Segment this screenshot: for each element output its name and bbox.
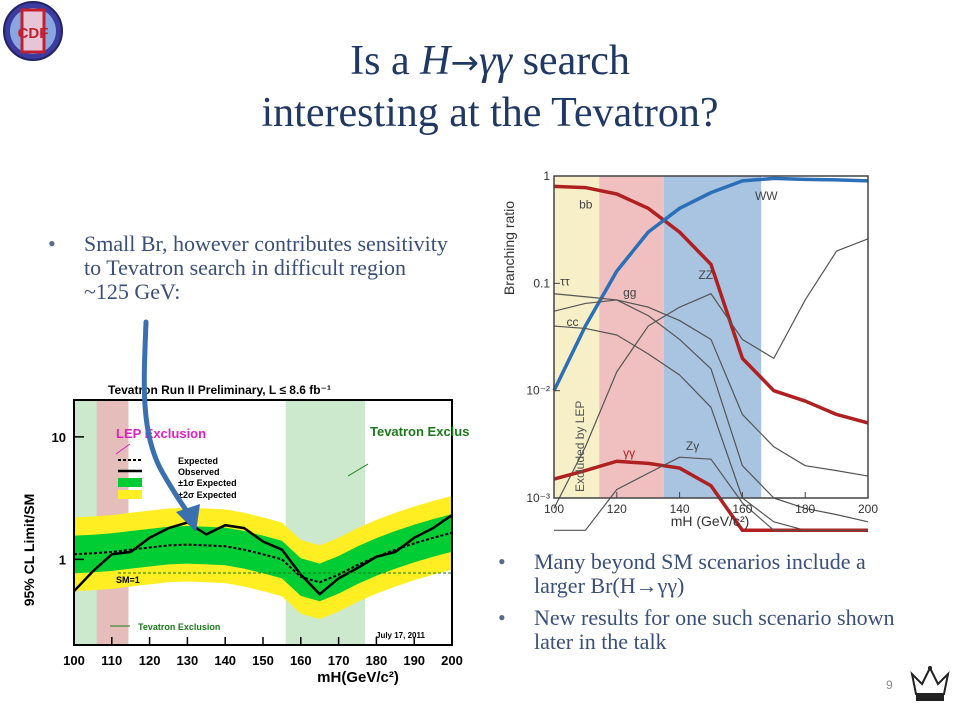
br-x-tick-label: 120 [607,502,627,516]
br-x-tick-label: 160 [732,502,752,516]
page-number: 9 [886,678,893,692]
br-bb-line [553,184,869,425]
branching-ratio-chart: bb WW ττ gg ZZ cc γγ Zγ 100 120 140 160 180 200 1 0.1 1… [501,169,878,532]
limit-x-tick-label: 110 [101,653,122,668]
limit-chart-title: Tevatron Run II Preliminary, L ≤ 8.6 fb⁻… [108,383,331,397]
limit-x-tick-label: 140 [214,653,236,668]
br-Zγ-line [554,456,868,531]
br-y-tick-label: 0.1 [533,276,550,290]
br-WW-line [552,176,869,392]
br-x-axis-label: mH (GeV/c²) [671,513,750,529]
annotation-sm1: SM=1 [116,575,140,585]
legend-1sigma: ±1σ Expected [178,478,237,488]
right-bullet-2: New results for one such scenario shown … [498,606,918,654]
lep-excluded-region [554,176,600,498]
limit-x-tick-label: 190 [403,653,425,668]
legend-2sigma: ±2σ Expected [178,490,237,500]
title-part2: search [512,38,630,84]
limit-x-axis-label: mH(GeV/c²) [317,669,399,686]
limit-x-tick-label: 170 [328,653,350,668]
br-frame [553,175,869,499]
left-bullet-1: Small Br, however contributes sensitivit… [48,232,448,304]
legend-2sigma-swatch [118,490,142,499]
title-arrow-icon: → [450,43,479,83]
legend-1sigma-swatch [118,478,142,487]
limit-x-tick-label: 160 [290,653,312,668]
br-bb-label: bb [579,197,593,211]
tevatron-pointer-line [347,463,369,477]
title-line-1: Is a H→γγ search [140,36,840,88]
limit-x-tick-label: 180 [366,653,388,668]
br-x-tick-label: 180 [795,502,815,516]
br-gg-line [553,299,869,477]
limit-x-tick-label: 200 [441,653,463,668]
br-gg-label: gg [623,286,636,300]
expected-line [73,531,453,584]
title-line-2: interesting at the Tevatron? [261,90,719,136]
br-WW-label: WW [755,189,778,203]
big-arrow-icon [141,319,200,532]
title-h: H [420,38,451,84]
limit-y-tick-label: 1 [59,552,66,567]
cdf-logo: CDF [3,1,63,61]
br-ZZ-line [553,238,869,509]
crown-icon [910,665,950,701]
br-y-tick-label: 10⁻³ [526,491,550,505]
annotation-lep-exclusion: LEP Exclusion [116,426,206,441]
logo-text: CDF [18,25,49,42]
limit-y-axis-label: 95% CL Limit/SM [21,494,37,607]
br-y-tick-label: 10⁻² [526,384,550,398]
br-y-tick-label: 1 [543,169,550,183]
br-ττ-line [553,293,869,523]
one-sigma-band [74,514,452,602]
br-ZZ-label: ZZ [698,268,713,282]
limit-y-tick-label: 10 [52,430,66,445]
br-x-tick-label: 200 [858,502,878,516]
right-bullet-list: Many beyond SM scenarios include a large… [498,550,918,662]
br-Zγ-label: Zγ [686,439,699,453]
br-ττ-label: ττ [560,275,570,289]
ww-region [663,176,762,498]
title-part1: Is a [350,38,421,84]
br-cc-label: cc [567,315,579,329]
br-x-tick-label: 140 [670,502,690,516]
limit-x-tick-label: 120 [139,653,161,668]
observed-line [73,514,453,596]
annotation-date: July 17, 2011 [376,631,425,640]
lep-pointer-line [115,443,131,455]
limit-x-tick-label: 130 [177,653,199,668]
br-γγ-label: γγ [623,446,635,460]
legend-expected: Expected [178,456,218,466]
right-bullet-1: Many beyond SM scenarios include a large… [498,550,918,598]
annotation-tevatron-exclusion: Tevatron Exclusion [370,424,470,439]
left-bullet-list: Small Br, however contributes sensitivit… [48,232,448,312]
title-gamma-gamma: γγ [478,38,513,84]
annotation-tevatron-exclusion-bottom: Tevatron Exclusion [138,622,220,632]
limit-x-tick-label: 150 [252,653,274,668]
legend-observed: Observed [178,467,220,477]
br-excluded-by-lep: Excluded by LEP [573,401,587,492]
br-y-axis-label: Branching ratio [501,201,517,295]
br-x-tick-label: 100 [544,502,564,516]
slide-title: Is a H→γγ search interesting at the Teva… [140,36,840,138]
limit-x-tick-label: 100 [63,653,85,668]
